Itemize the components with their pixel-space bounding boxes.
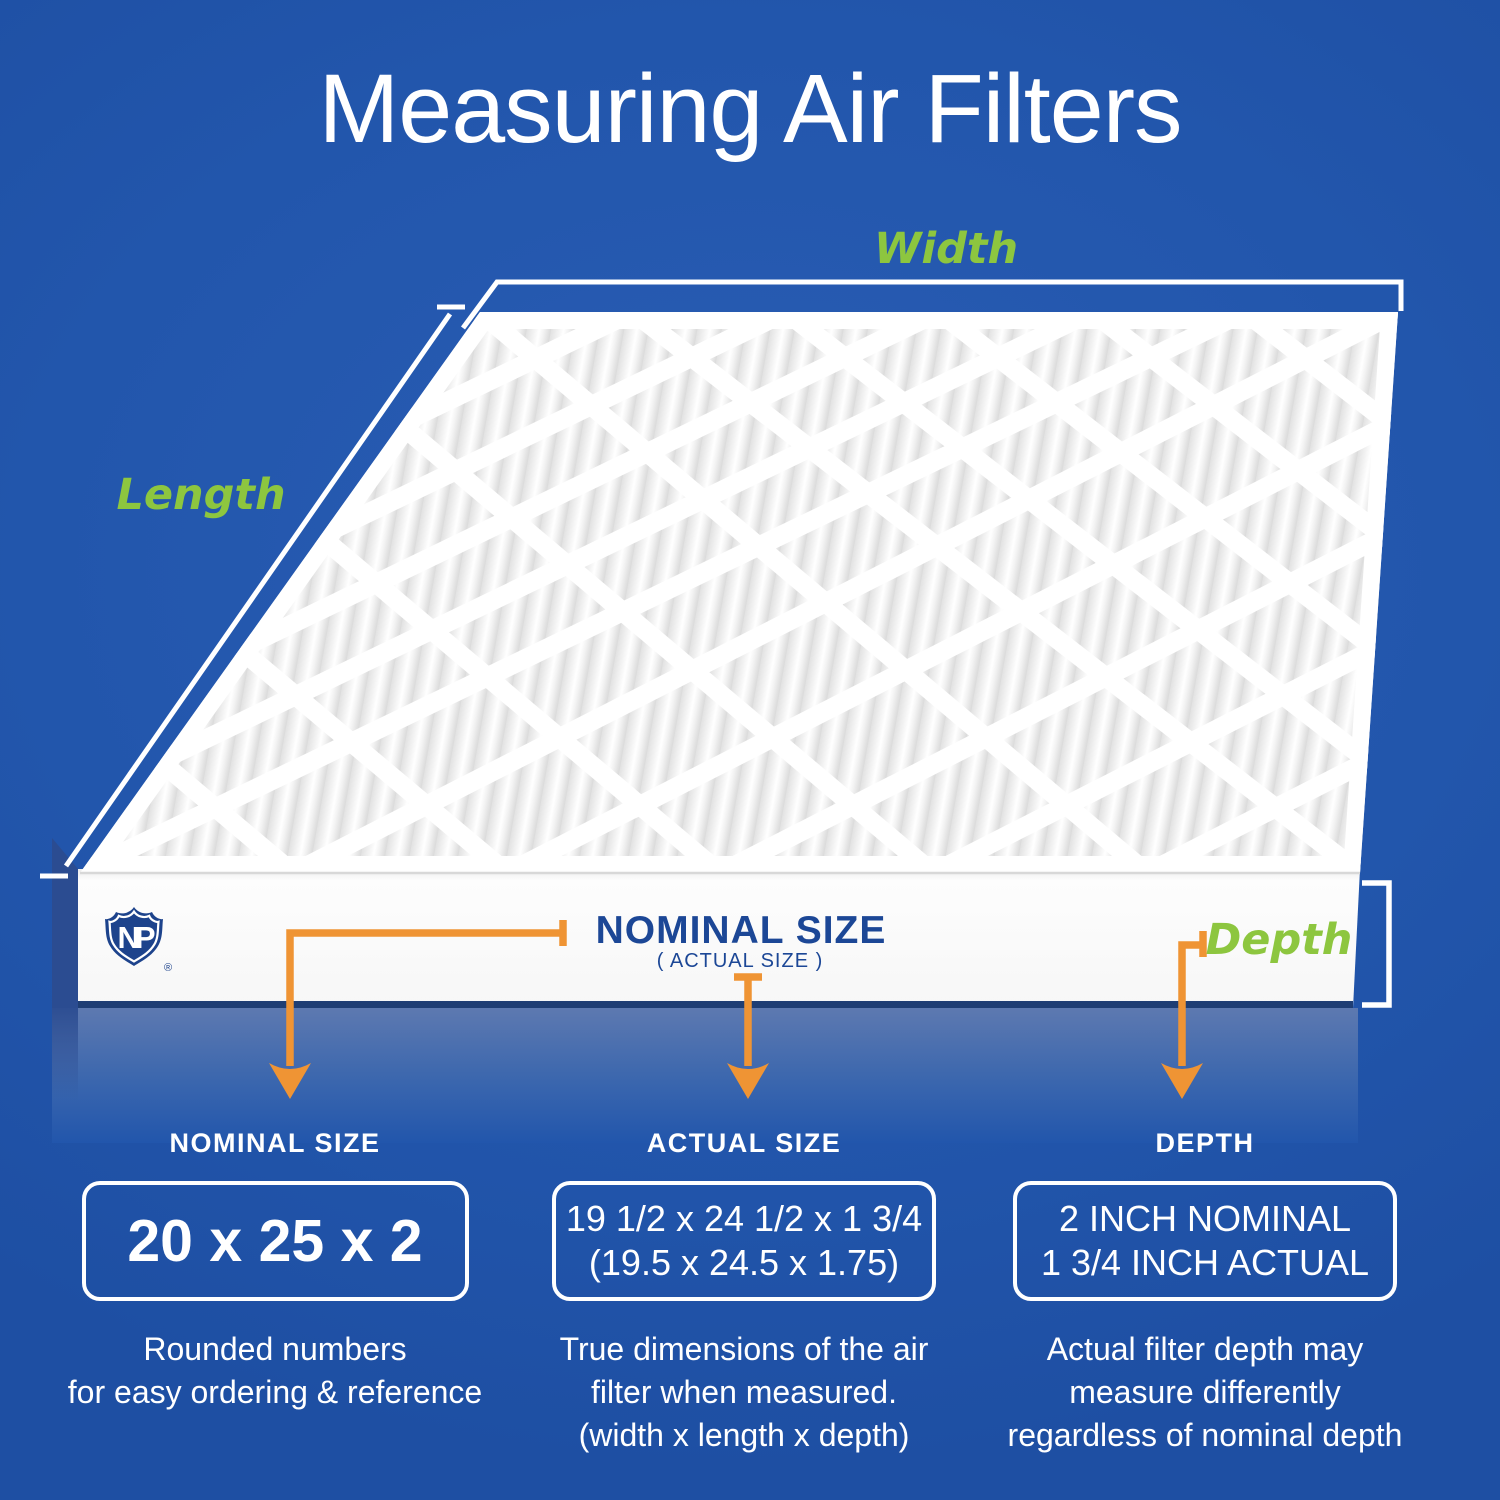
filter-front-bottom-edge xyxy=(78,1001,1353,1008)
length-label: Length xyxy=(116,470,286,520)
face-actual-size-label: ( ACTUAL SIZE ) xyxy=(656,950,824,972)
nominal-size-caption: Rounded numbers for easy ordering & refe… xyxy=(45,1328,505,1414)
actual-arrowhead xyxy=(727,1063,769,1099)
nominal-size-box: 20 x 25 x 2 xyxy=(81,1181,469,1301)
np-shield-logo: NP ® xyxy=(105,907,172,974)
depth-caption: Actual filter depth may measure differen… xyxy=(975,1328,1435,1457)
face-nominal-size-label: NOMINAL SIZE xyxy=(595,909,887,952)
nominal-size-column-header: NOMINAL SIZE xyxy=(169,1128,381,1158)
actual-size-value-fractions: 19 1/2 x 24 1/2 x 1 3/4 xyxy=(565,1198,923,1239)
actual-size-value-decimals: (19.5 x 24.5 x 1.75) xyxy=(588,1242,900,1283)
nominal-size-column: NOMINAL SIZE 20 x 25 x 2 Rounded numbers… xyxy=(45,1130,505,1414)
nominal-size-value: 20 x 25 x 2 xyxy=(127,1208,423,1274)
page-title: Measuring Air Filters xyxy=(318,54,1182,163)
np-logo-letters: NP xyxy=(117,920,154,955)
depth-bracket xyxy=(1362,880,1392,1008)
depth-box: 2 INCH NOMINAL 1 3/4 INCH ACTUAL xyxy=(1013,1181,1397,1301)
np-logo-registered-mark: ® xyxy=(164,962,172,974)
nominal-pointer-line xyxy=(286,920,567,1066)
filter-lattice xyxy=(80,312,1398,873)
filter-front-face xyxy=(78,869,1360,1008)
caption-line: measure differently xyxy=(1069,1374,1341,1410)
length-line xyxy=(40,304,465,879)
actual-size-column-header: ACTUAL SIZE xyxy=(646,1128,842,1158)
caption-line: for easy ordering & reference xyxy=(67,1374,483,1410)
actual-pointer-line xyxy=(734,973,762,1066)
filter-reflection xyxy=(52,1008,1358,1143)
pointer-arrowheads xyxy=(269,1063,1203,1099)
actual-size-caption: True dimensions of the air filter when m… xyxy=(514,1328,974,1457)
caption-line: True dimensions of the air xyxy=(559,1331,929,1367)
depth-actual-value: 1 3/4 INCH ACTUAL xyxy=(1040,1242,1370,1283)
caption-line: filter when measured. xyxy=(591,1374,897,1410)
depth-column-header: DEPTH xyxy=(1155,1128,1255,1158)
caption-line: Actual filter depth may xyxy=(1046,1331,1364,1367)
caption-line: (width x length x depth) xyxy=(578,1417,910,1453)
filter-left-edge xyxy=(52,838,78,1008)
depth-nominal-value: 2 INCH NOMINAL xyxy=(1058,1198,1352,1239)
depth-label: Depth xyxy=(1205,915,1353,965)
width-bracket xyxy=(460,279,1404,330)
caption-line: regardless of nominal depth xyxy=(1007,1417,1403,1453)
width-label: Width xyxy=(873,224,1019,274)
depth-arrowhead xyxy=(1161,1063,1203,1099)
caption-line: Rounded numbers xyxy=(143,1331,407,1367)
depth-column: DEPTH 2 INCH NOMINAL 1 3/4 INCH ACTUAL A… xyxy=(975,1130,1435,1457)
filter-left-edge-reflection xyxy=(52,1008,78,1100)
pointer-lines xyxy=(286,920,1207,1066)
actual-size-column: ACTUAL SIZE 19 1/2 x 24 1/2 x 1 3/4 (19.… xyxy=(514,1130,974,1457)
filter-top-face xyxy=(80,312,1398,875)
nominal-arrowhead xyxy=(269,1063,311,1099)
depth-pointer-line xyxy=(1178,931,1207,1066)
filter-top-face-frame xyxy=(80,312,1398,873)
actual-size-box: 19 1/2 x 24 1/2 x 1 3/4 (19.5 x 24.5 x 1… xyxy=(552,1181,936,1301)
